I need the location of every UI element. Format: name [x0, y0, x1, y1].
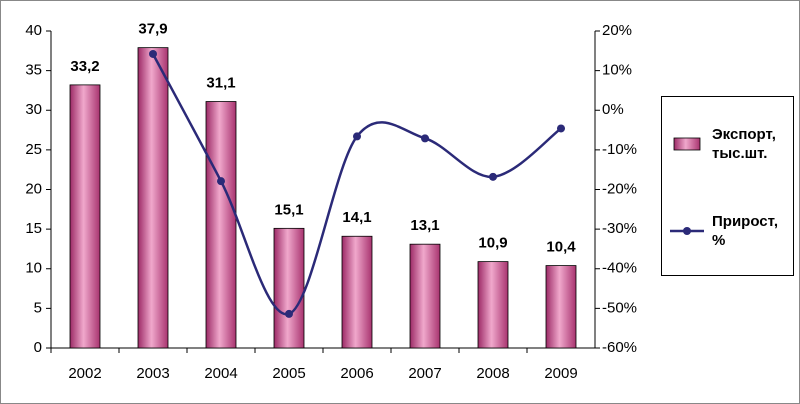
y-tick-label: 5	[34, 299, 42, 316]
y2-tick-label: -40%	[602, 260, 637, 277]
x-tick-label: 2009	[544, 365, 577, 382]
y-tick-label: 15	[25, 220, 42, 237]
line-marker	[421, 134, 429, 143]
line-marker	[217, 177, 225, 186]
bar	[545, 265, 577, 349]
bar	[341, 235, 373, 349]
bar	[477, 261, 509, 349]
y-tick-label: 35	[25, 62, 42, 79]
y-tick-label: 30	[25, 101, 42, 118]
y2-tick-label: -30%	[602, 220, 637, 237]
x-tick-label: 2008	[476, 365, 509, 382]
line-marker	[149, 49, 157, 58]
data-label: 10,4	[546, 239, 576, 256]
data-label: 37,9	[138, 21, 167, 38]
y2-tick-label: 0%	[602, 101, 624, 118]
x-tick-label: 2003	[136, 365, 169, 382]
y-tick-label: 40	[25, 22, 42, 39]
data-label: 14,1	[342, 209, 371, 226]
data-label: 13,1	[410, 217, 439, 234]
bar	[409, 243, 441, 349]
bar	[69, 84, 101, 349]
bar	[273, 227, 305, 349]
legend-item: Экспорт, тыс.шт.	[670, 125, 792, 163]
data-label: 33,2	[70, 58, 99, 75]
legend-swatch	[670, 227, 704, 235]
data-label: 15,1	[274, 201, 303, 218]
line-marker	[353, 132, 361, 141]
bar	[205, 101, 237, 349]
y2-tick-label: 10%	[602, 62, 632, 79]
x-tick-label: 2002	[68, 365, 101, 382]
y2-tick-label: -60%	[602, 339, 637, 356]
y-tick-label: 0	[34, 339, 42, 356]
legend-label: Экспорт, тыс.шт.	[712, 126, 776, 162]
y-tick-label: 10	[25, 260, 42, 277]
line-marker	[285, 309, 293, 318]
x-tick-label: 2005	[272, 365, 305, 382]
legend-item: Прирост, %	[670, 212, 792, 250]
y-tick-label: 20	[25, 180, 42, 197]
legend-swatch	[673, 137, 701, 151]
x-tick-label: 2004	[204, 365, 237, 382]
y-tick-label: 25	[25, 141, 42, 158]
data-label: 31,1	[206, 75, 235, 92]
line-marker	[489, 172, 497, 181]
legend-label: Прирост, %	[712, 213, 779, 249]
y2-tick-label: -20%	[602, 180, 637, 197]
x-tick-label: 2006	[340, 365, 373, 382]
data-label: 10,9	[478, 235, 507, 252]
y2-tick-label: -10%	[602, 141, 637, 158]
x-tick-label: 2007	[408, 365, 441, 382]
y2-tick-label: -50%	[602, 299, 637, 316]
y2-tick-label: 20%	[602, 22, 632, 39]
line-marker	[557, 124, 565, 133]
legend: Экспорт, тыс.шт. Прирост, %	[661, 96, 794, 276]
bar	[137, 47, 169, 349]
